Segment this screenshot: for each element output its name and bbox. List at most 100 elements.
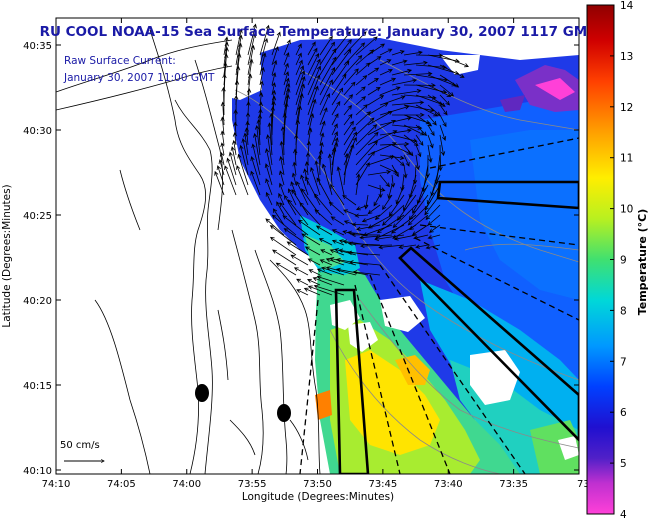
current-vector-arrow	[379, 174, 390, 188]
current-vector-arrow	[319, 35, 333, 56]
current-vector-arrow	[367, 56, 382, 66]
y-tick-label: 40:10	[23, 466, 52, 477]
current-vector-arrow	[320, 249, 333, 256]
current-vector-arrow	[439, 74, 460, 88]
current-vector-arrow	[283, 87, 291, 116]
current-vector-arrow	[307, 74, 321, 106]
current-vector-arrow	[272, 249, 297, 266]
current-vector-arrow	[336, 166, 345, 196]
current-vector-arrow	[391, 68, 413, 76]
current-vector-arrow	[439, 124, 447, 141]
current-vector-arrow	[270, 106, 275, 136]
current-vector-arrow	[304, 246, 321, 256]
current-vector-arrow	[330, 216, 345, 226]
current-vector-arrow	[303, 287, 321, 296]
current-vector-arrow	[327, 153, 333, 186]
current-vector-arrow	[354, 213, 369, 218]
current-vector-arrow	[226, 157, 237, 186]
y-tick-label: 40:25	[23, 211, 52, 222]
scale-label: 50 cm/s	[60, 440, 100, 451]
current-vector-arrow	[403, 60, 428, 66]
current-vector-arrow	[331, 229, 345, 236]
current-vector-arrow	[279, 140, 285, 166]
current-vector-arrow	[314, 209, 333, 226]
current-vector-arrow	[271, 59, 278, 76]
current-vector-arrow	[328, 201, 345, 216]
current-vector-arrow	[348, 241, 381, 246]
current-vector-arrow	[351, 232, 381, 237]
current-vector-arrow	[331, 73, 347, 96]
current-vector-arrow	[367, 110, 393, 126]
current-vector-arrow	[367, 78, 379, 86]
colorbar-tick-label: 11	[620, 153, 633, 165]
colorbar-tick-label: 14	[620, 0, 634, 12]
current-vector-arrow	[392, 204, 417, 229]
current-vector-arrow	[214, 170, 225, 196]
colorbar-tick-label: 8	[620, 305, 627, 317]
y-axis: 40:35 40:30 40:25 40:20 40:15 40:10	[23, 41, 579, 477]
current-vector-arrow	[316, 275, 345, 286]
current-vector-arrow	[291, 189, 309, 216]
current-vector-arrow	[355, 104, 368, 116]
current-vector-arrow	[295, 75, 306, 106]
current-vector-arrow	[379, 86, 401, 96]
current-vector-arrow	[299, 202, 321, 226]
current-vector-arrow	[379, 69, 393, 76]
current-vector-arrow	[237, 153, 249, 186]
current-vector-arrow	[338, 239, 357, 246]
current-vector-arrow	[425, 204, 441, 221]
current-vector-arrow	[266, 134, 273, 166]
station-marker-1	[195, 384, 209, 402]
y-tick-label: 40:15	[23, 381, 52, 392]
current-vector-arrow	[296, 181, 309, 206]
current-vector-arrow	[291, 172, 297, 186]
current-vector-arrow	[331, 60, 350, 86]
current-vector-arrow	[362, 224, 393, 237]
current-vector-arrow	[241, 138, 249, 166]
dashed-transects	[299, 137, 579, 474]
current-vector-arrow	[331, 48, 352, 76]
current-vector-arrow	[295, 70, 306, 96]
y-tick-label: 40:20	[23, 296, 52, 307]
current-vector-arrow	[316, 177, 333, 206]
current-vector-arrow	[427, 94, 446, 107]
current-vector-arrow	[325, 266, 357, 276]
current-vector-arrow	[319, 107, 328, 126]
current-vector-arrow	[343, 81, 356, 96]
current-vector-arrow	[280, 126, 286, 156]
current-vector-arrow	[235, 34, 243, 66]
current-vector-arrow	[254, 125, 261, 156]
current-vector-arrow	[331, 146, 337, 176]
current-vector-arrow	[439, 94, 450, 106]
current-vector-arrow	[335, 267, 369, 276]
current-vector-arrow	[391, 78, 418, 86]
current-vector-arrow	[331, 31, 351, 56]
current-vector-arrow	[352, 270, 381, 276]
current-vector-arrow	[220, 116, 225, 136]
current-vector-arrow	[319, 92, 331, 116]
sst-field	[218, 38, 579, 474]
current-vector-arrow	[331, 131, 338, 146]
current-vector-arrow	[428, 224, 441, 233]
current-vector-arrow	[265, 191, 273, 206]
current-vector-arrow	[296, 289, 309, 296]
colorbar-tick-label: 7	[620, 356, 627, 368]
current-vector-arrow	[411, 224, 429, 236]
current-vector-arrow	[367, 102, 389, 116]
current-vector-arrow	[247, 44, 255, 76]
current-vector-arrow	[283, 52, 290, 66]
current-vector-arrow	[367, 43, 386, 56]
x-tick-label: 73:40	[434, 479, 463, 490]
current-vector-arrow	[403, 71, 433, 76]
current-vector-arrow	[381, 204, 405, 226]
current-vector-arrow	[315, 225, 333, 236]
current-vector-arrow	[228, 151, 237, 176]
current-vector-arrow	[256, 119, 261, 146]
current-vector-arrow	[367, 214, 393, 229]
current-vector-arrow	[439, 134, 446, 157]
current-vector-arrow	[391, 50, 405, 56]
current-vector-arrow	[378, 244, 405, 250]
current-vector-arrow	[220, 130, 225, 146]
current-vector-arrow	[391, 100, 425, 106]
